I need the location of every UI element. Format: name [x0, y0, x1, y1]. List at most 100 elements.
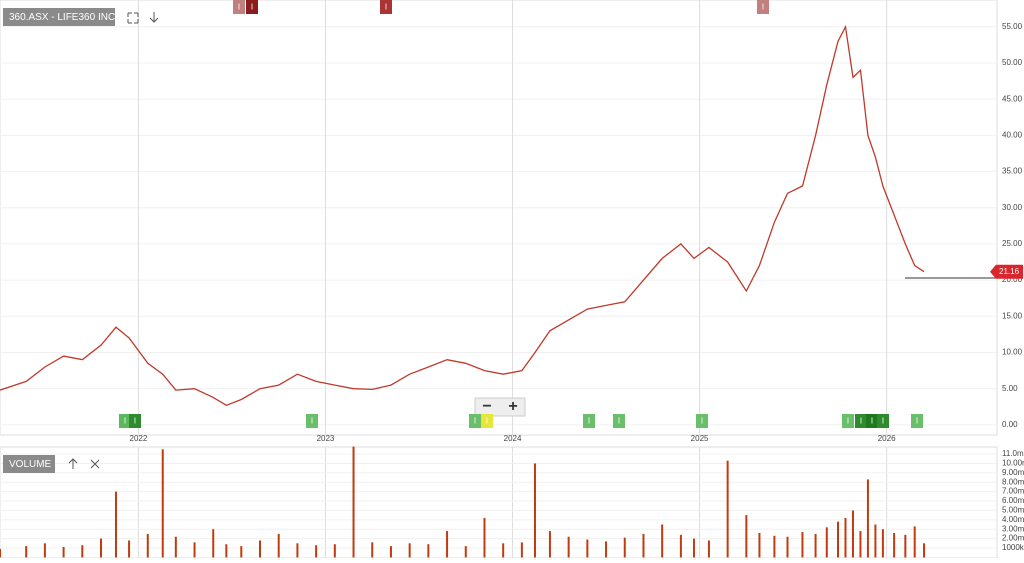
y-tick-label: 4.00m: [1002, 515, 1024, 524]
zoom-in[interactable]: +: [508, 398, 517, 415]
volume-bar: [0, 548, 1, 558]
volume-bar: [859, 531, 862, 558]
event-marker[interactable]: [119, 414, 131, 428]
volume-bar: [692, 538, 695, 558]
event-marker[interactable]: [877, 414, 889, 428]
volume-bar: [726, 460, 729, 558]
event-label: I: [860, 417, 862, 426]
volume-bar: [100, 538, 103, 558]
event-label: I: [124, 417, 126, 426]
y-tick-label: 5.00: [1002, 384, 1018, 393]
event-marker[interactable]: [306, 414, 318, 428]
volume-bar: [801, 532, 804, 558]
y-tick-label: 3.00m: [1002, 524, 1024, 533]
x-tick-label: 2023: [317, 434, 335, 443]
y-tick-label: 30.00: [1002, 203, 1023, 212]
event-marker[interactable]: [696, 414, 708, 428]
event-marker[interactable]: [380, 0, 392, 14]
event-label: I: [618, 417, 620, 426]
event-marker[interactable]: [866, 414, 878, 428]
y-tick-label: 2.00m: [1002, 534, 1024, 543]
volume-bar: [464, 546, 467, 558]
event-marker[interactable]: [613, 414, 625, 428]
volume-bar: [605, 541, 608, 558]
event-label: I: [847, 417, 849, 426]
volume-bar: [837, 521, 840, 558]
symbol-tag[interactable]: [3, 8, 115, 26]
volume-bar: [661, 524, 664, 558]
event-marker[interactable]: [911, 414, 923, 428]
event-marker[interactable]: [757, 0, 769, 14]
expand-icon[interactable]: [127, 12, 139, 24]
event-label: I: [916, 417, 918, 426]
event-label: I: [251, 3, 253, 12]
plot: [0, 24, 926, 558]
volume-bar: [881, 529, 884, 558]
event-label: I: [486, 417, 488, 426]
volume-bar: [814, 533, 817, 558]
y-tick-label: 35.00: [1002, 167, 1023, 176]
volume-bar: [277, 533, 280, 558]
event-marker[interactable]: [129, 414, 141, 428]
volume-bar: [923, 543, 926, 558]
event-label: I: [701, 417, 703, 426]
volume-bar: [913, 526, 916, 558]
volume-bar: [904, 534, 907, 558]
event-label: I: [385, 3, 387, 12]
volume-bar: [315, 545, 318, 558]
download-icon[interactable]: [149, 12, 159, 23]
x-tick-label: 2025: [691, 434, 709, 443]
y-tick-label: 20.00: [1002, 275, 1023, 284]
volume-bar: [866, 479, 869, 558]
price-panel: [0, 0, 998, 436]
volume-bar: [174, 536, 177, 558]
volume-bar: [623, 537, 626, 558]
volume-bar: [483, 517, 486, 558]
event-marker[interactable]: [246, 0, 258, 14]
zoom-out[interactable]: −: [482, 398, 491, 415]
volume-bar: [427, 544, 430, 558]
volume-bar: [62, 547, 65, 558]
volume-bar: [851, 510, 854, 558]
last-price-tag: [990, 264, 1023, 279]
event-marker[interactable]: [842, 414, 854, 428]
volume-bar: [240, 546, 243, 558]
y-tick-label: 6.00m: [1002, 496, 1024, 505]
event-marker[interactable]: [469, 414, 481, 428]
event-label: I: [762, 3, 764, 12]
volume-bar: [844, 517, 847, 558]
volume-bar: [874, 524, 877, 558]
close-icon[interactable]: [90, 459, 100, 469]
event-label: I: [588, 417, 590, 426]
volume-bar: [352, 446, 355, 558]
x-tick-label: 2024: [504, 434, 522, 443]
volume-bar: [371, 542, 374, 558]
volume-bar: [446, 531, 449, 558]
zoom-controls: [474, 397, 526, 417]
event-label: I: [311, 417, 313, 426]
volume-bar: [773, 535, 776, 558]
y-tick-label: 11.0m: [1002, 449, 1024, 458]
volume-bar: [259, 540, 262, 558]
y-tick-label: 45.00: [1002, 94, 1023, 103]
volume-bar: [707, 540, 710, 558]
y-tick-label: 7.00m: [1002, 487, 1024, 496]
volume-bar: [114, 491, 117, 558]
volume-bar: [679, 534, 682, 558]
event-marker[interactable]: [855, 414, 867, 428]
volume-tag[interactable]: [3, 455, 55, 473]
price-line: [0, 24, 925, 407]
event-marker[interactable]: [481, 414, 493, 428]
y-tick-label: 10.00m: [1002, 459, 1024, 468]
volume-bar: [212, 529, 215, 558]
volume-bar: [43, 543, 46, 558]
x-tick-label: 2026: [878, 434, 896, 443]
event-marker[interactable]: [233, 0, 245, 14]
event-label: I: [882, 417, 884, 426]
volume-bar: [758, 532, 761, 558]
volume-title: VOLUME: [9, 459, 52, 470]
up-icon[interactable]: [68, 458, 78, 469]
event-marker[interactable]: [583, 414, 595, 428]
